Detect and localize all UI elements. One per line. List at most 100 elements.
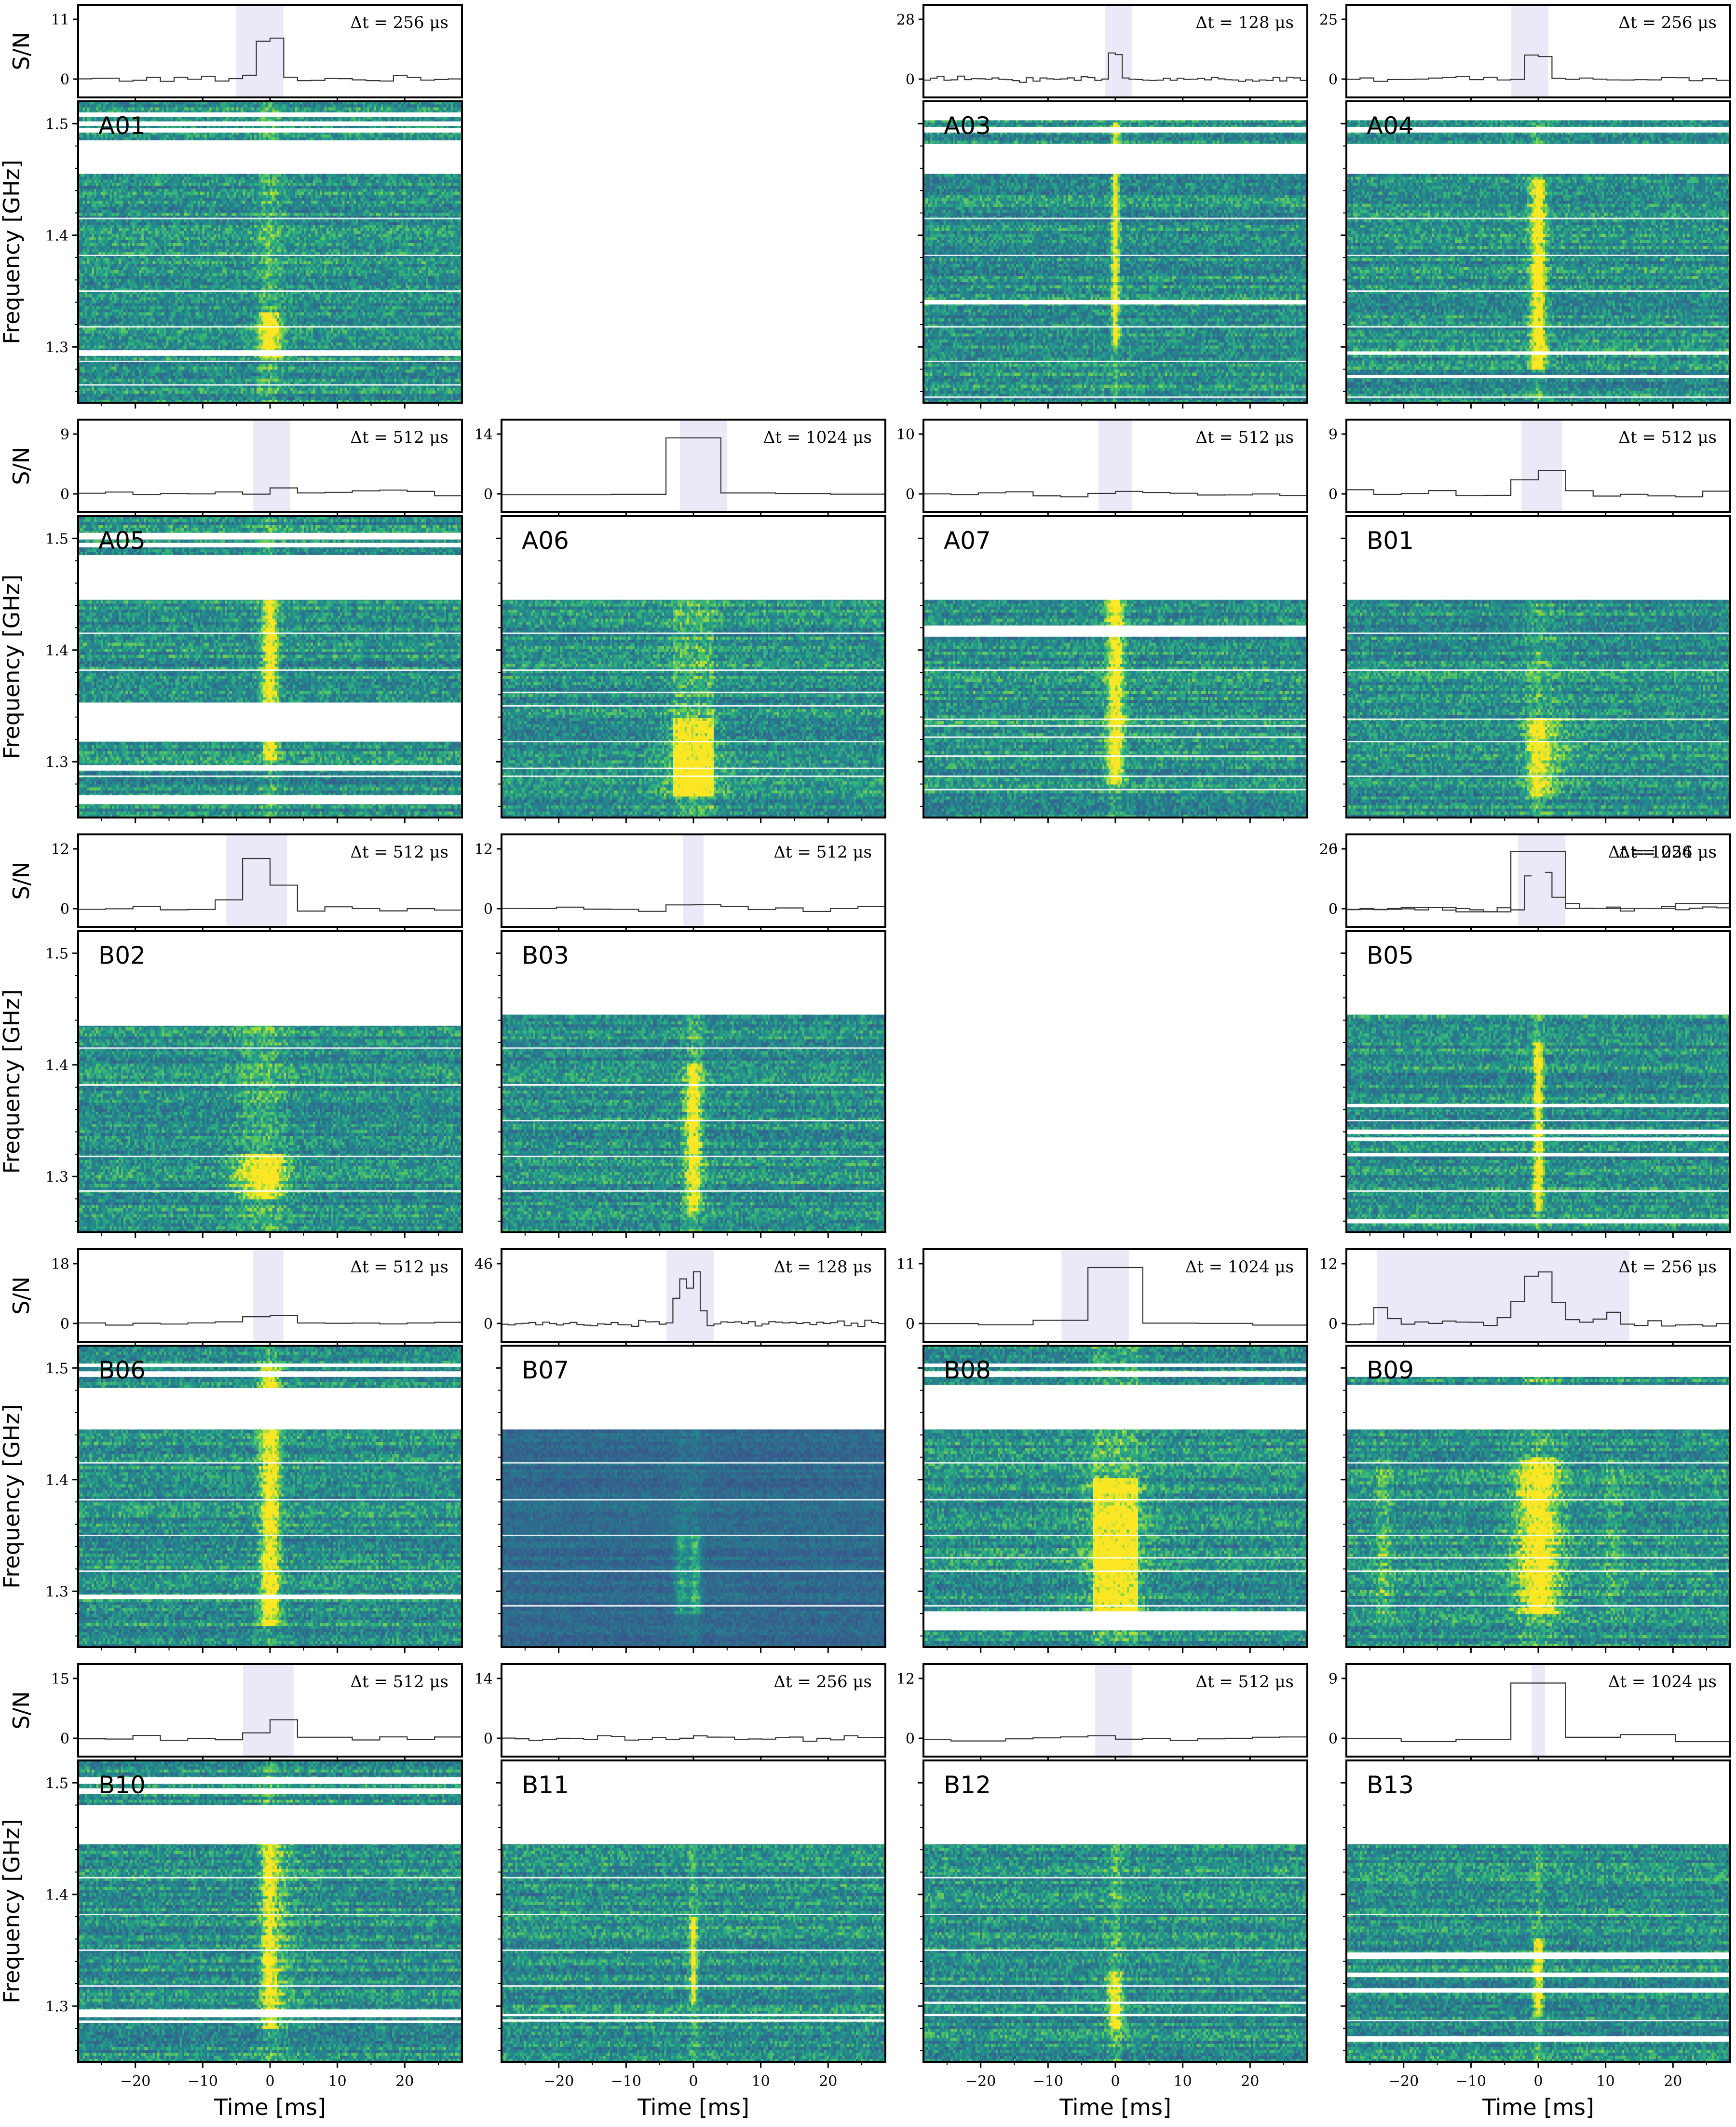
dt-value: 1024: [806, 428, 848, 447]
dt-value: 1024: [1651, 843, 1693, 862]
burst-window: [1095, 1664, 1132, 1757]
sn-panel: 28 0 Δt = 128 μs: [896, 4, 1308, 102]
x-tick-label: −20: [120, 2073, 150, 2090]
time-resolution-label: Δt = 512 μs: [350, 428, 448, 447]
time-resolution-label: Δt = 256 μs: [1618, 1257, 1717, 1277]
sn-profile-line: [502, 437, 885, 495]
y-tick-label: 1.5: [45, 1775, 68, 1792]
sn-panel: 9 0 Δt = 512 μs: [60, 419, 463, 517]
burst-panel-a03: 28 0 Δt = 128 μs A03: [896, 4, 1308, 409]
burst-window: [243, 1664, 294, 1757]
sn-tick-label: 15: [51, 1671, 69, 1688]
flagged-band: [923, 2002, 1307, 2004]
time-axis-label: Time [ms]: [1059, 2094, 1171, 2120]
flagged-band: [1346, 1130, 1730, 1134]
dt-value: 512: [1238, 428, 1270, 447]
sn-tick-label: 11: [896, 1256, 915, 1273]
dynamic-spectrum: B10 1.3 1.4 1.5 −20 −10 0 10 20: [45, 1759, 463, 2090]
burst-window: [683, 834, 704, 927]
sn-tick-label: 0: [1329, 1731, 1338, 1747]
flagged-band: [1346, 2036, 1730, 2042]
flagged-band: [1346, 1346, 1730, 1377]
sn-axis-label: S/N: [8, 1691, 34, 1729]
flagged-band: [78, 702, 462, 742]
sn-tick-label: 0: [1329, 901, 1338, 918]
flagged-band: [923, 625, 1307, 637]
sn-axis-label: S/N: [8, 1276, 34, 1314]
dt-unit: μs: [424, 13, 448, 32]
burst-id-label: B10: [98, 1771, 146, 1799]
flagged-band: [78, 112, 462, 117]
burst-id-label: B03: [522, 941, 569, 969]
burst-panel-a06: 14 0 Δt = 1024 μs A06: [475, 419, 886, 823]
dt-prefix: Δt =: [1195, 13, 1238, 32]
flagged-band: [923, 2014, 1307, 2017]
burst-id-label: A07: [944, 527, 991, 555]
freq-axis-label: Frequency [GHz]: [0, 1404, 25, 1589]
burst-panel-b08: 11 0 Δt = 1024 μs B08: [896, 1248, 1308, 1653]
flagged-band: [502, 1346, 885, 1430]
dt-unit: μs: [1270, 428, 1294, 447]
y-tick-label: 1.3: [45, 1998, 68, 2015]
dt-prefix: Δt =: [1608, 843, 1651, 862]
x-tick-label: 10: [752, 2073, 770, 2090]
dt-value: 128: [816, 1257, 848, 1277]
burst-id-label: B08: [944, 1356, 991, 1384]
flagged-band: [502, 1760, 885, 1844]
sn-tick-label: 0: [60, 1316, 69, 1333]
burst-panel-b02: 12 0 Δt = 512 μs B02 1.3 1.4 1.5 S/N Frequency […: [0, 833, 463, 1238]
flagged-band: [78, 765, 462, 771]
dynamic-spectrum: B08: [918, 1345, 1308, 1653]
dynamic-spectrum: A04: [1341, 100, 1731, 409]
flagged-band: [502, 516, 885, 600]
sn-tick-label: 0: [60, 1731, 69, 1747]
burst-panel-a05: 9 0 Δt = 512 μs A05 1.3 1.4 1.5 S/N Frequency [G…: [0, 419, 463, 823]
flagged-band: [502, 2014, 885, 2017]
time-axis-label: Time [ms]: [214, 2094, 326, 2120]
time-resolution-label: Δt = 512 μs: [1618, 428, 1717, 447]
dt-unit: μs: [1270, 13, 1294, 32]
dt-value: 1024: [1651, 1672, 1693, 1691]
flagged-band: [78, 2009, 462, 2018]
dt-unit: μs: [1693, 843, 1717, 862]
burst-id-label: B09: [1367, 1356, 1414, 1384]
dynamic-spectrum: B11 −20 −10 0 10 20: [496, 1759, 886, 2090]
sn-panel: 11 0 Δt = 1024 μs: [896, 1248, 1308, 1347]
time-resolution-label: Δt = 512 μs: [1195, 1672, 1294, 1691]
x-tick-label: 0: [689, 2073, 698, 2090]
sn-panel: 25 0 Δt = 256 μs: [1319, 4, 1731, 102]
sn-tick-label: 14: [475, 1671, 493, 1688]
sn-profile-line: [78, 1315, 462, 1326]
sn-panel: 9 0 Δt = 1024 μs: [1329, 1663, 1731, 1761]
flagged-band: [78, 543, 462, 547]
flagged-band: [923, 1371, 1307, 1377]
burst-window: [253, 1249, 284, 1342]
dt-prefix: Δt =: [763, 428, 806, 447]
flagged-band: [923, 1611, 1307, 1631]
burst-id-label: B05: [1367, 941, 1414, 969]
dt-prefix: Δt =: [1618, 13, 1661, 32]
sn-profile-line: [502, 904, 885, 912]
dynamic-spectrum: A03: [918, 100, 1308, 409]
sn-panel: 10 0 Δt = 512 μs: [896, 419, 1308, 517]
dynamic-spectrum: B07: [496, 1345, 886, 1653]
sn-tick-label: 14: [475, 426, 493, 443]
sn-tick-label: 0: [60, 486, 69, 503]
dynamic-spectrum: B12 −20 −10 0 10 20: [918, 1759, 1308, 2090]
sn-tick-label: 12: [51, 841, 69, 858]
sn-panel: 12 0 Δt = 512 μs: [51, 833, 463, 932]
sn-tick-label: 0: [1329, 1316, 1338, 1333]
dt-value: 256: [1661, 843, 1693, 862]
burst-window: [1532, 834, 1545, 927]
flagged-band: [78, 1388, 462, 1430]
dynamic-spectrum: B01: [1341, 515, 1731, 823]
dynamic-spectrum: A07: [918, 515, 1308, 823]
flagged-band: [78, 1805, 462, 1844]
y-tick-label: 1.5: [45, 531, 68, 547]
dt-unit: μs: [424, 428, 448, 447]
sn-tick-label: 0: [484, 901, 493, 918]
flagged-band: [923, 101, 1307, 121]
burst-id-label: B01: [1367, 527, 1414, 555]
x-tick-label: −10: [1456, 2073, 1486, 2090]
sn-tick-label: 9: [1329, 1671, 1338, 1688]
